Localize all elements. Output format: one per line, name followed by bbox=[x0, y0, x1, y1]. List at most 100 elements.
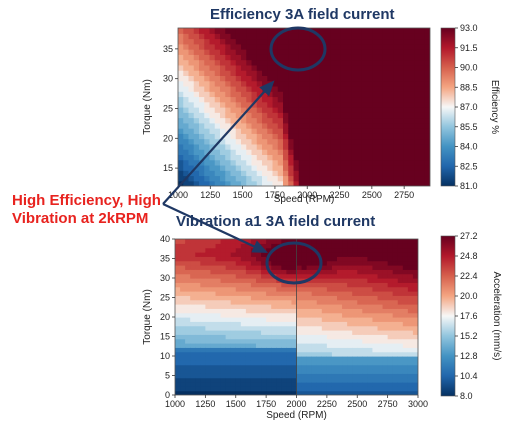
chart2-cell bbox=[210, 364, 217, 370]
chart2-cell bbox=[382, 317, 389, 322]
chart2-cell bbox=[392, 343, 399, 348]
chart2-cell bbox=[185, 286, 191, 292]
chart1-cell bbox=[388, 133, 394, 140]
chart2-cell bbox=[175, 260, 181, 266]
chart2-cell bbox=[190, 299, 196, 305]
chart2-cell bbox=[326, 304, 333, 309]
chart2-cell bbox=[271, 295, 277, 301]
chart2-cell bbox=[326, 252, 333, 257]
chart1-cell bbox=[246, 175, 253, 182]
chart2-cell bbox=[296, 338, 303, 344]
chart2-cell bbox=[337, 269, 343, 275]
chart2-cell bbox=[230, 256, 237, 262]
chart1-cell bbox=[193, 33, 200, 40]
chart2-cell bbox=[230, 247, 237, 253]
chart2-cell bbox=[367, 347, 374, 353]
chart1-cell bbox=[188, 91, 195, 98]
chart1-cell bbox=[325, 164, 331, 171]
chart1-cell bbox=[183, 128, 190, 134]
chart1-cell bbox=[188, 175, 195, 182]
chart2-cell bbox=[397, 252, 404, 257]
chart1-cell bbox=[419, 159, 426, 166]
chart2-cell bbox=[357, 369, 363, 374]
chart1-cell bbox=[214, 54, 221, 61]
chart2-cell bbox=[205, 386, 212, 392]
chart2-cell bbox=[367, 247, 374, 253]
chart1-cell bbox=[393, 133, 400, 140]
chart1-cell bbox=[214, 75, 221, 82]
chart1-cell bbox=[356, 75, 363, 82]
chart2-cell bbox=[377, 252, 384, 257]
chart1-cell bbox=[304, 138, 310, 145]
chart1-cell bbox=[262, 96, 268, 103]
chart2-cell bbox=[377, 390, 384, 395]
chart1-cell bbox=[235, 54, 242, 61]
chart2-cell bbox=[256, 347, 262, 353]
chart1-cell bbox=[367, 122, 373, 129]
chart1-cell bbox=[283, 175, 289, 182]
chart2-cell bbox=[412, 265, 418, 270]
chart1-cell bbox=[204, 143, 211, 150]
chart1-colorbar-tick-label: 91.5 bbox=[460, 43, 478, 53]
chart1-cell bbox=[351, 117, 358, 124]
chart1-cell bbox=[241, 154, 247, 161]
chart2-cell bbox=[382, 260, 389, 266]
chart2-cell bbox=[407, 317, 414, 322]
chart1-cell bbox=[293, 117, 300, 124]
chart1-cell bbox=[340, 64, 347, 71]
chart1-cell bbox=[262, 80, 268, 87]
chart1-cell bbox=[178, 43, 184, 50]
chart2-cell bbox=[291, 265, 298, 270]
chart1-cell bbox=[367, 117, 373, 124]
chart2-cell bbox=[250, 356, 257, 361]
chart1-cell bbox=[209, 59, 216, 66]
chart2-cell bbox=[331, 260, 338, 266]
chart2-cell bbox=[407, 295, 414, 301]
chart2-cell bbox=[382, 247, 389, 253]
chart1-cell bbox=[288, 138, 295, 145]
chart1-cell bbox=[293, 180, 300, 186]
chart2-cell bbox=[316, 295, 323, 301]
chart1-cell bbox=[424, 159, 430, 166]
chart2-cell bbox=[205, 256, 212, 262]
chart2-cell bbox=[195, 291, 201, 296]
chart2-cell bbox=[220, 369, 227, 374]
chart2-cell bbox=[286, 247, 293, 253]
chart1-cell bbox=[372, 128, 379, 134]
chart2-cell bbox=[240, 252, 247, 257]
chart2-cell bbox=[331, 390, 338, 395]
chart2-cell bbox=[215, 256, 222, 262]
chart1-cell bbox=[241, 180, 247, 186]
chart1-cell bbox=[372, 43, 379, 50]
chart2-cell bbox=[306, 390, 313, 395]
chart2-cell bbox=[296, 356, 303, 361]
chart2-cell bbox=[357, 386, 363, 392]
chart1-cell bbox=[230, 175, 237, 182]
chart1-cell bbox=[424, 128, 430, 134]
chart1-cell bbox=[188, 96, 195, 103]
chart1-cell bbox=[393, 143, 400, 150]
chart2-cell bbox=[195, 360, 201, 366]
chart1-cell bbox=[325, 112, 331, 119]
chart2-cell bbox=[362, 252, 368, 257]
chart2-cell bbox=[311, 304, 318, 309]
chart2-cell bbox=[256, 312, 262, 318]
chart2-cell bbox=[387, 239, 394, 244]
chart2-cell bbox=[342, 356, 348, 361]
chart1-cell bbox=[304, 107, 310, 113]
chart1-cell bbox=[225, 154, 232, 161]
chart2-cell bbox=[357, 356, 363, 361]
chart2-cell bbox=[392, 265, 399, 270]
chart1-cell bbox=[319, 28, 326, 34]
chart1-cell bbox=[220, 70, 226, 76]
chart2-cell bbox=[200, 295, 206, 301]
chart2-cell bbox=[256, 260, 262, 266]
chart2-cell bbox=[331, 256, 338, 262]
chart1-cell bbox=[325, 175, 331, 182]
chart1-cell bbox=[325, 59, 331, 66]
chart1-cell bbox=[361, 143, 368, 150]
chart2-cell bbox=[387, 282, 394, 288]
chart1-cell bbox=[209, 38, 216, 45]
chart2-cell bbox=[291, 269, 298, 275]
chart2-cell bbox=[205, 325, 212, 331]
